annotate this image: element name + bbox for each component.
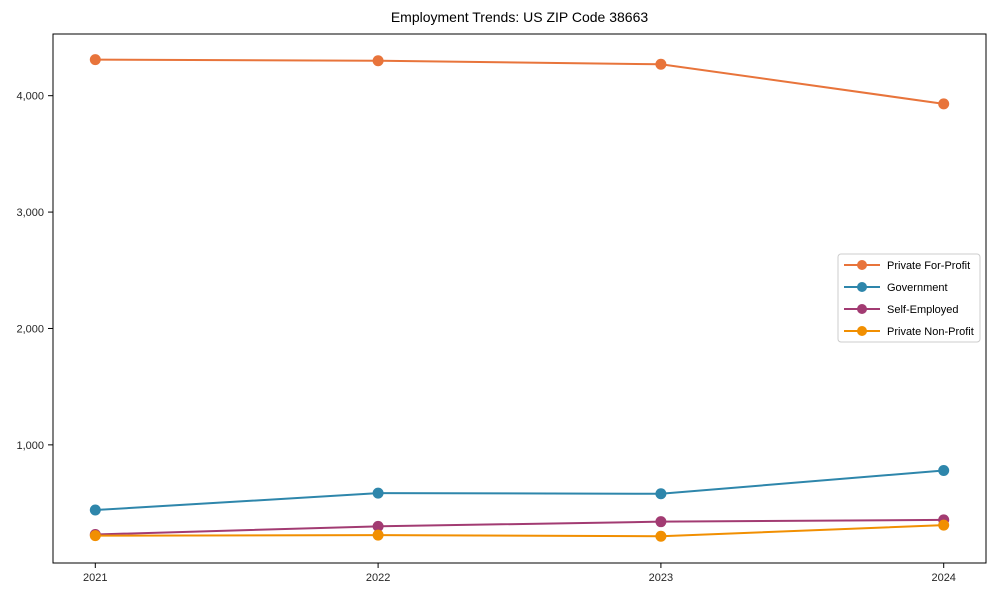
data-point	[372, 520, 384, 532]
x-tick-label: 2023	[649, 572, 673, 584]
data-point	[938, 464, 950, 476]
x-tick-label: 2022	[366, 572, 390, 584]
legend-marker	[857, 282, 867, 292]
data-point	[938, 98, 950, 110]
legend-marker	[857, 260, 867, 270]
plot-border	[52, 33, 987, 564]
data-point	[655, 530, 667, 542]
data-point	[89, 504, 101, 516]
y-tick-label: 2,000	[16, 323, 44, 335]
series-line	[94, 518, 945, 536]
y-tick-label: 1,000	[16, 440, 44, 452]
data-point	[89, 54, 101, 66]
x-tick-label: 2021	[83, 572, 107, 584]
data-point	[89, 530, 101, 542]
data-point	[655, 488, 667, 500]
y-tick-label: 3,000	[16, 207, 44, 219]
x-tick-label: 2024	[931, 572, 955, 584]
y-tick-label: 4,000	[16, 91, 44, 103]
legend-label: Private For-Profit	[887, 260, 970, 272]
legend-label: Government	[887, 282, 948, 294]
data-point	[655, 58, 667, 70]
data-point	[372, 487, 384, 499]
legend-marker	[857, 326, 867, 336]
legend-label: Self-Employed	[887, 304, 959, 316]
data-point	[372, 55, 384, 67]
data-point	[938, 519, 950, 531]
series-line	[94, 58, 945, 105]
series-line	[94, 524, 945, 538]
data-point	[372, 529, 384, 541]
legend-label: Private Non-Profit	[887, 326, 974, 338]
legend-box	[837, 253, 981, 343]
chart-title: Employment Trends: US ZIP Code 38663	[390, 9, 649, 25]
data-point	[655, 516, 667, 528]
legend-marker	[857, 304, 867, 314]
series-line	[94, 469, 945, 512]
